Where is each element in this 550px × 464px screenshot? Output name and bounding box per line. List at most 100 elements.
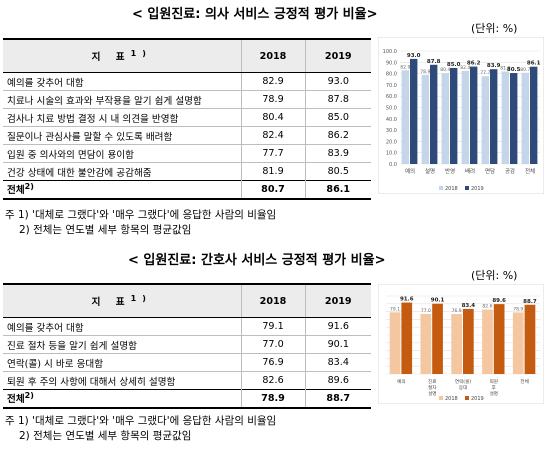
row-label: 건강 상태에 대한 불안감에 공감해줌 [7,167,152,179]
row-label: 질문이나 관심사를 말할 수 있도록 배려함 [3,126,241,145]
x-tick-label: 후 [492,385,496,391]
y-tick-label: 30.0 [386,128,397,134]
total-value-2019: 88.7 [304,389,371,408]
bar-2019 [530,66,538,164]
bar-2018 [451,314,462,374]
section2-chart: 79.1 91.6 예의 77.0 90.1 진료 절차 설명 76.9 83.4 연락(콜) 응대 8… [377,283,545,408]
header-indicator-label: 지 표 [91,297,131,309]
total-label: 전체2) [3,180,241,199]
data-label: 78.9 [420,69,430,75]
legend-label: 2019 [471,186,484,192]
data-label: 80.7 [520,67,530,73]
row-value-2018: 77.0 [240,335,305,354]
table-row: 질문이나 관심사를 말할 수 있도록 배려함 82.4 86.2 [3,126,371,145]
x-tick-label: 반영 [445,167,455,175]
data-label: 86.1 [527,61,541,67]
section1-bar-chart: 0.0 10.0 20.0 30.0 40.0 50.0 60.0 70.0 80.0 90.0 1… [377,36,545,195]
total-value-2018: 78.9 [240,389,305,408]
legend-label: 2018 [445,186,458,192]
data-label: 80.4 [440,67,450,73]
row-label: 검사나 치료 방법 결정 시 내 의견을 반영함 [3,108,241,127]
bar-2019 [450,67,458,164]
data-label: 82.4 [460,65,470,71]
section1-table: 지 표1) 2018 2019 예의를 갖추어 대함 82.9 93.0 치료나 시술… [3,38,371,200]
row-value-2018: 82.6 [240,371,305,390]
row-value-2018: 77.7 [240,144,305,163]
data-label: 88.7 [523,299,537,305]
table-row: 치료나 시술의 효과와 부작용을 알기 쉽게 설명함 78.9 87.8 [3,90,371,109]
row-value-2019: 83.9 [304,144,371,163]
bar-2018 [521,72,529,164]
bar-2019 [470,66,478,164]
y-tick-label: 20.0 [386,139,397,145]
x-tick-label: 퇴원 [490,378,498,385]
bar-2018 [461,70,469,164]
section2-table: 지 표1) 2018 2019 예의를 갖추어 대함 79.1 91.6 진료 절차 … [3,283,371,409]
row-label: 예의를 갖추어 대함 [3,317,241,336]
data-label: 87.8 [427,59,441,65]
data-label: 78.9 [513,306,523,312]
section2-note-2: 2) 전체는 연도별 세부 항목의 평균값임 [19,430,192,442]
data-label: 82.6 [482,304,492,310]
row-value-2019: 83.4 [304,353,371,372]
row-label: 입원 중 의사와의 면담이 용이함 [3,144,241,163]
section1-note-1: 주 1) '대체로 그랬다'와 '매우 그랬다'에 응답한 사람의 비율임 [5,209,277,221]
row-value-2019: 85.0 [304,108,371,127]
row-value-2019: 93.0 [304,72,371,91]
header-footnote-mark: 1) [130,48,152,58]
row-label: 퇴원 후 주의 사항에 대해서 상세히 설명함 [7,376,176,388]
data-label: 76.9 [452,308,462,314]
data-label: 83.9 [487,63,501,69]
legend-swatch-2018 [439,186,443,190]
total-row: 전체2) 78.9 88.7 [3,389,371,408]
row-label: 진료 절차 등을 알기 쉽게 설명함 [3,335,241,354]
x-tick-label: 응대 [459,384,467,391]
bar-2018 [421,74,429,164]
table-row: 입원 중 의사와의 면담이 용이함 77.7 83.9 [3,144,371,163]
table-header-row: 지 표1) 2018 2019 [3,284,371,318]
data-label: 80.5 [507,67,521,73]
table-row: 연락(콜) 시 바로 응대함 76.9 83.4 [3,353,371,372]
table-row: 예의를 갖추어 대함 82.9 93.0 [3,72,371,91]
row-label: 연락(콜) 시 바로 응대함 [3,353,241,372]
bar-2018 [501,71,509,164]
header-year-2018: 2018 [240,284,305,318]
header-year-2019: 2019 [304,284,371,318]
bar-2019 [493,304,505,374]
total-row: 전체2) 80.7 86.1 [3,180,371,199]
y-tick-label: 80.0 [386,72,397,78]
row-value-2018: 78.9 [240,90,305,109]
bar-2019 [463,308,474,374]
bar-2018 [481,76,489,164]
section1-title: < 입원진료: 의사 서비스 긍정적 평가 비율> [132,7,378,22]
data-label: 77.7 [480,70,490,76]
bar-2019 [524,304,536,374]
data-label: 90.1 [431,298,445,304]
y-tick-label: 90.0 [386,60,397,66]
x-tick-label: 설명 [428,390,436,397]
section1-table-wrap: 지 표1) 2018 2019 예의를 갖추어 대함 82.9 93.0 치료나 시술… [3,38,371,200]
bar-2018 [401,70,409,164]
bar-2019 [430,64,438,164]
total-label: 전체2) [3,389,241,408]
row-value-2019: 89.6 [304,371,371,390]
bar-2019 [490,69,498,164]
row-value-2018: 79.1 [240,317,305,336]
row-value-2019: 87.8 [304,90,371,109]
bar-2019 [401,302,413,374]
row-value-2019: 80.5 [304,162,371,181]
bar-2018 [441,73,449,164]
header-indicator-label: 지 표 [91,52,131,64]
x-tick-label: 설명 [490,390,498,397]
data-label: 79.1 [390,306,400,312]
table-header-row: 지 표1) 2018 2019 [3,39,371,73]
row-label: 예의를 갖추어 대함 [3,72,241,91]
x-tick-label: 전체 [525,167,535,175]
row-value-2018: 80.4 [240,108,305,127]
x-tick-label: 설명 [425,167,435,175]
row-value-2018: 82.9 [240,72,305,91]
row-value-2018: 76.9 [240,353,305,372]
row-value-2018: 81.9 [240,162,305,181]
section2-note-1: 주 1) '대체로 그랬다'와 '매우 그랬다'에 응답한 사람의 비율임 [5,415,277,427]
